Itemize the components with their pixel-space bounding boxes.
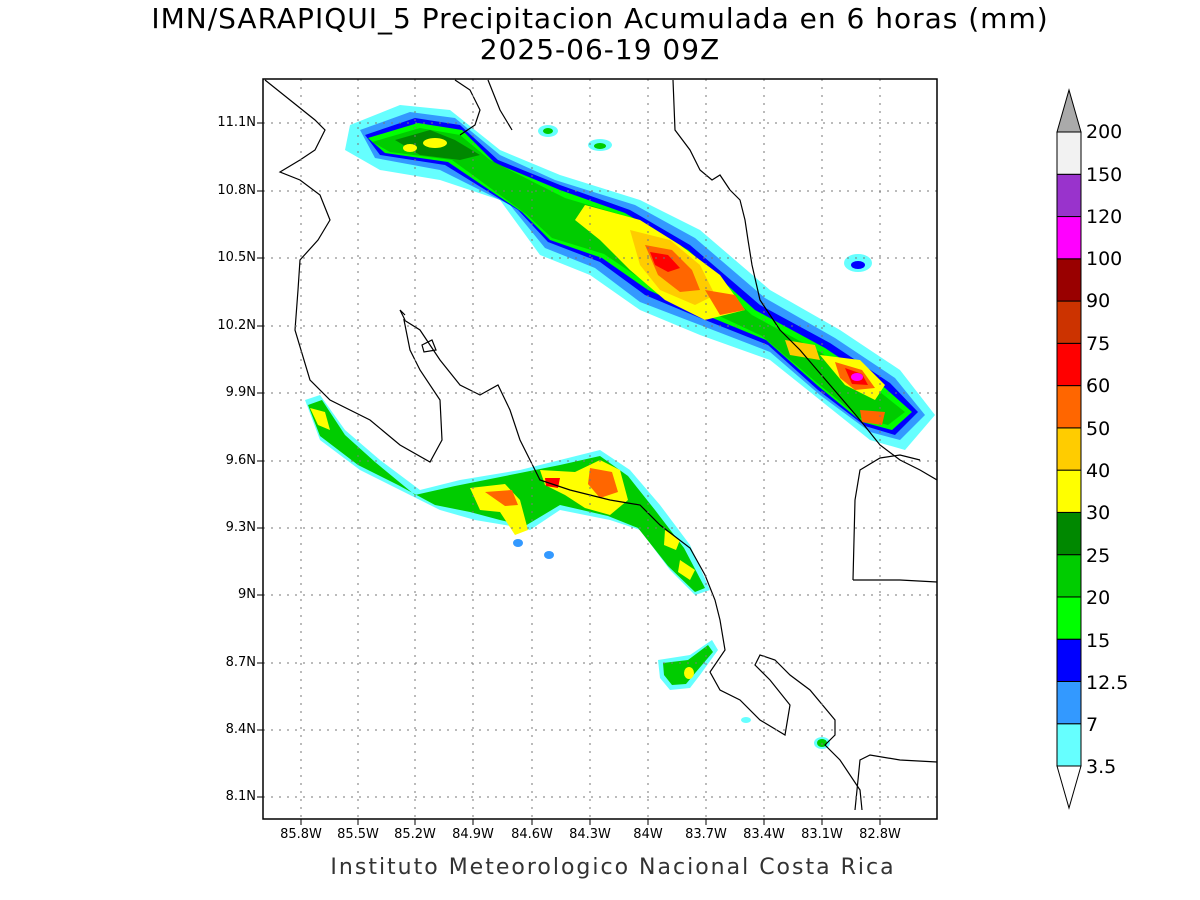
colorbar-label: 75 bbox=[1086, 333, 1111, 355]
colorbar-label: 150 bbox=[1086, 164, 1123, 186]
colorbar-swatch bbox=[1056, 511, 1082, 556]
map-plot-area bbox=[263, 79, 937, 819]
colorbar-swatch bbox=[1056, 342, 1082, 387]
colorbar-label: 7 bbox=[1086, 714, 1099, 736]
lon-label: 84.9W bbox=[452, 827, 494, 842]
lon-label: 84W bbox=[633, 827, 663, 842]
lon-label: 85.2W bbox=[394, 827, 436, 842]
colorbar-label: 100 bbox=[1086, 248, 1123, 270]
graticule bbox=[263, 79, 937, 819]
lat-label: 10.8N bbox=[217, 183, 256, 198]
colorbar-swatch bbox=[1056, 427, 1082, 471]
colorbar-swatch bbox=[1056, 596, 1082, 640]
lon-label: 84.3W bbox=[569, 827, 611, 842]
colorbar-swatch bbox=[1056, 258, 1082, 302]
colorbar-swatch bbox=[1056, 385, 1082, 429]
lat-label: 10.5N bbox=[217, 250, 256, 265]
colorbar-low-triangle bbox=[1056, 765, 1082, 810]
colorbar-swatch bbox=[1056, 173, 1082, 218]
colorbar-swatch bbox=[1056, 680, 1082, 725]
colorbar-label: 3.5 bbox=[1086, 756, 1117, 778]
colorbar-swatch bbox=[1056, 638, 1082, 682]
lon-label: 85.5W bbox=[337, 827, 379, 842]
colorbar-swatch bbox=[1056, 723, 1082, 767]
lat-label: 9.9N bbox=[225, 385, 256, 400]
colorbar-label: 120 bbox=[1086, 206, 1123, 228]
lat-label: 8.7N bbox=[225, 655, 256, 670]
colorbar-label: 50 bbox=[1086, 418, 1111, 440]
lat-label: 8.4N bbox=[225, 722, 256, 737]
precip-band-south bbox=[305, 395, 710, 595]
footer-credit: Instituto Meteorologico Nacional Costa R… bbox=[330, 855, 896, 880]
lat-label: 9.6N bbox=[225, 453, 256, 468]
map-subtitle: 2025-06-19 09Z bbox=[479, 33, 721, 66]
lon-label: 84.6W bbox=[511, 827, 553, 842]
colorbar-label: 90 bbox=[1086, 290, 1111, 312]
colorbar-high-triangle bbox=[1056, 88, 1082, 133]
lat-label: 9N bbox=[238, 587, 256, 602]
colorbar-label: 20 bbox=[1086, 587, 1111, 609]
colorbar-swatch bbox=[1056, 554, 1082, 598]
colorbar-swatch bbox=[1056, 216, 1082, 260]
colorbar-label: 25 bbox=[1086, 545, 1111, 567]
colorbar-swatch bbox=[1056, 131, 1082, 175]
lat-label: 11.1N bbox=[217, 115, 256, 130]
lat-label: 9.3N bbox=[225, 520, 256, 535]
colorbar-swatch bbox=[1056, 469, 1082, 513]
colorbar-label: 60 bbox=[1086, 375, 1111, 397]
coastline bbox=[264, 79, 937, 811]
colorbar-label: 12.5 bbox=[1086, 672, 1129, 694]
precip-band-north bbox=[345, 105, 935, 450]
colorbar-label: 200 bbox=[1086, 121, 1123, 143]
map-title: IMN/SARAPIQUI_5 Precipitacion Acumulada … bbox=[151, 2, 1049, 35]
lon-label: 82.8W bbox=[859, 827, 901, 842]
colorbar-swatch bbox=[1056, 300, 1082, 344]
lon-label: 83.7W bbox=[685, 827, 727, 842]
lat-label: 10.2N bbox=[217, 318, 256, 333]
map-frame bbox=[262, 78, 938, 820]
colorbar-label: 15 bbox=[1086, 630, 1111, 652]
lon-label: 85.8W bbox=[280, 827, 322, 842]
lat-label: 8.1N bbox=[225, 789, 256, 804]
colorbar bbox=[1056, 88, 1082, 810]
colorbar-label: 30 bbox=[1086, 502, 1111, 524]
colorbar-label: 40 bbox=[1086, 460, 1111, 482]
lon-label: 83.1W bbox=[801, 827, 843, 842]
lon-label: 83.4W bbox=[743, 827, 785, 842]
axis-ticks bbox=[257, 122, 881, 825]
